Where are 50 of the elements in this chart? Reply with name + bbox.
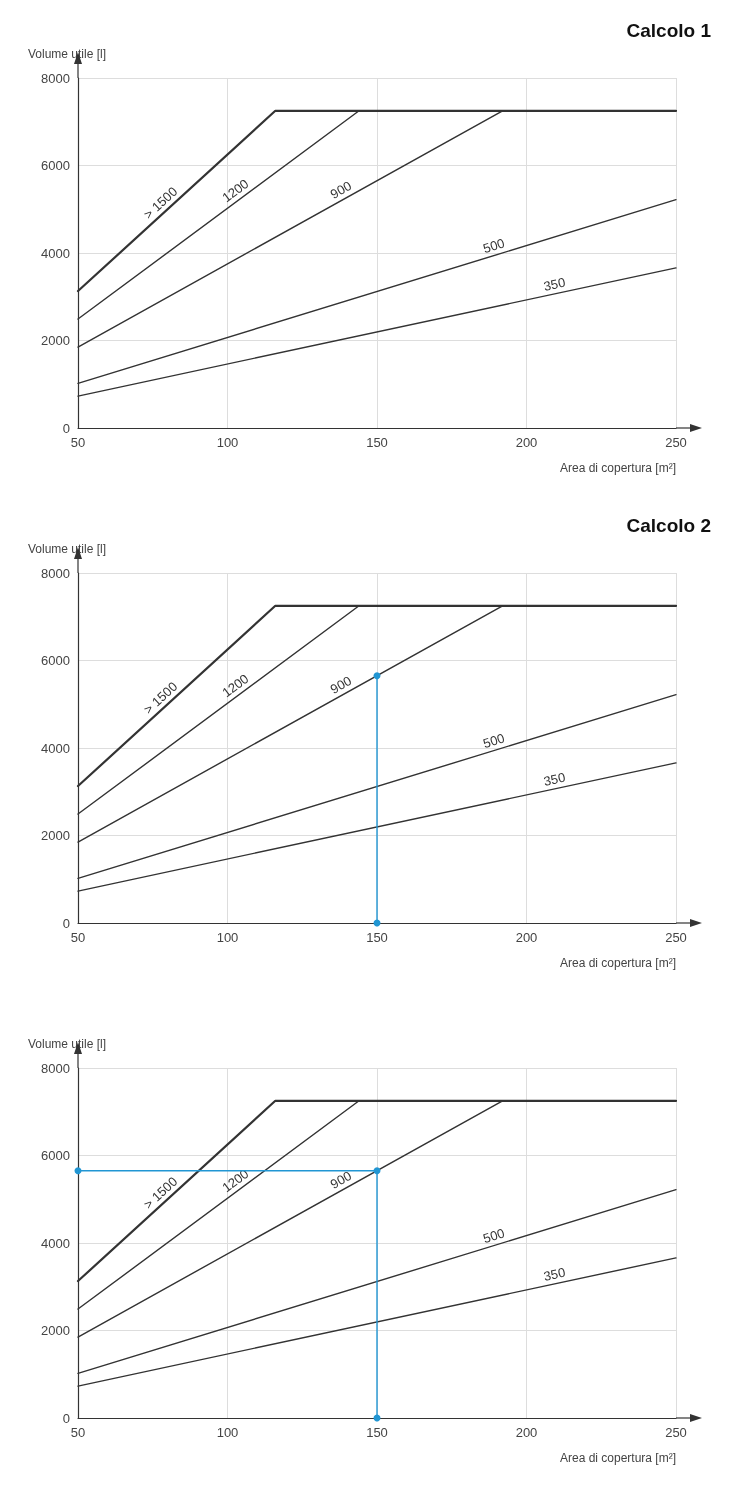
x-axis-title: Area di copertura [m²]: [559, 956, 676, 970]
y-tick-label: 4000: [41, 1235, 70, 1251]
text: 1200: [219, 1166, 252, 1196]
x-tick-label: 100: [216, 1425, 239, 1440]
y-axis-title: Volume utile [l]: [28, 542, 107, 556]
text: 350: [542, 1264, 567, 1284]
y-axis-title: Volume utile [l]: [28, 1037, 107, 1051]
x-tick-label: 50: [70, 930, 86, 945]
text: 1200: [219, 671, 252, 701]
y-tick-label: 6000: [41, 653, 70, 668]
x-tick-label: 100: [216, 435, 239, 450]
x-tick-label: 150: [366, 1425, 388, 1440]
y-tick-label: 4000: [41, 740, 70, 756]
text: 500: [481, 1225, 507, 1247]
y-tick-label: 6000: [41, 1148, 70, 1163]
text: 500: [481, 235, 507, 257]
chart-title: Calcolo 1: [626, 20, 712, 41]
x-tick-label: 150: [366, 435, 388, 450]
x-tick-label: 200: [515, 930, 538, 945]
text: 900: [327, 1168, 354, 1192]
y-tick-label: 0: [62, 915, 70, 931]
y-tick-label: 2000: [41, 1323, 70, 1338]
y-tick-label: 6000: [41, 158, 70, 173]
x-tick-label: 200: [515, 1425, 538, 1440]
chart-title: Calcolo 2: [626, 515, 712, 536]
x-tick-label: 250: [665, 1425, 687, 1440]
text: 900: [327, 178, 354, 202]
x-tick-label: 100: [216, 930, 239, 945]
y-tick-label: 4000: [41, 245, 70, 261]
y-tick-label: 0: [62, 1410, 70, 1426]
y-tick-label: 2000: [41, 333, 70, 348]
text: 1200: [219, 176, 252, 206]
y-tick-label: 0: [62, 420, 70, 436]
text: 350: [542, 274, 567, 294]
x-tick-label: 250: [665, 930, 687, 945]
x-tick-label: 150: [366, 930, 388, 945]
x-axis-title: Area di copertura [m²]: [559, 1451, 676, 1465]
text: 900: [327, 673, 354, 697]
text: 500: [481, 730, 507, 752]
x-tick-label: 50: [70, 1425, 86, 1440]
y-tick-label: 8000: [41, 565, 70, 581]
text: 350: [542, 769, 567, 789]
x-tick-label: 50: [70, 435, 86, 450]
x-tick-label: 250: [665, 435, 687, 450]
y-tick-label: 8000: [41, 1060, 70, 1076]
x-axis-title: Area di copertura [m²]: [559, 461, 676, 475]
y-tick-label: 8000: [41, 70, 70, 86]
y-axis-title: Volume utile [l]: [28, 47, 107, 61]
y-tick-label: 2000: [41, 828, 70, 843]
x-tick-label: 200: [515, 435, 538, 450]
